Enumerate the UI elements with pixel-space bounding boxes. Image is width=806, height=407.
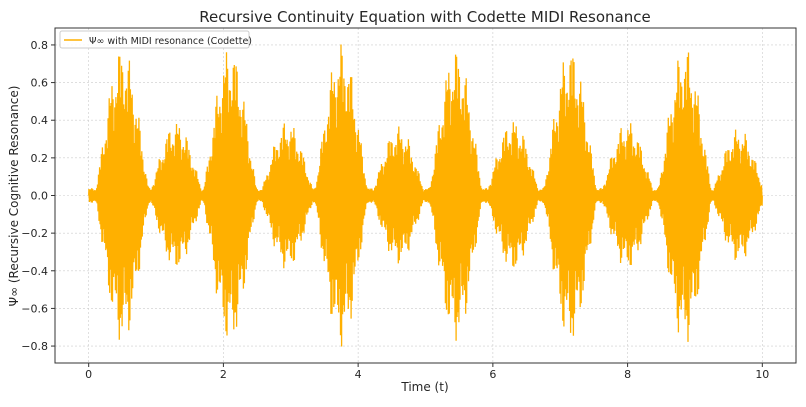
- chart-title: Recursive Continuity Equation with Codet…: [199, 8, 650, 26]
- x-tick-label: 8: [624, 368, 631, 381]
- legend-box: [59, 30, 250, 49]
- plot-area: [88, 44, 763, 347]
- y-tick-label: −0.2: [21, 227, 48, 240]
- y-tick-label: 0.6: [31, 77, 49, 90]
- x-axis: 0 2 4 6 8 10: [85, 363, 769, 381]
- y-axis-label: Ψ∞ (Recursive Cognitive Resonance): [7, 86, 21, 307]
- x-axis-label: Time (t): [400, 380, 448, 394]
- legend-label: Ψ∞ with MIDI resonance (Codette): [89, 36, 252, 47]
- y-tick-label: 0.2: [31, 152, 49, 165]
- y-tick-label: 0.4: [31, 114, 49, 127]
- x-tick-label: 4: [355, 368, 362, 381]
- y-tick-label: −0.4: [21, 265, 48, 278]
- x-tick-label: 10: [755, 368, 769, 381]
- y-tick-label: 0.8: [31, 39, 49, 52]
- legend: Ψ∞ with MIDI resonance (Codette): [59, 30, 252, 49]
- y-tick-label: −0.6: [21, 302, 48, 315]
- y-axis: −0.8 −0.6 −0.4 −0.2 0.0 0.2 0.4 0.6 0.8: [21, 39, 55, 353]
- x-tick-label: 6: [489, 368, 496, 381]
- x-tick-label: 0: [85, 368, 92, 381]
- x-tick-label: 2: [220, 368, 227, 381]
- y-tick-label: −0.8: [21, 340, 48, 353]
- series-line: [88, 44, 763, 347]
- y-tick-label: 0.0: [31, 190, 49, 203]
